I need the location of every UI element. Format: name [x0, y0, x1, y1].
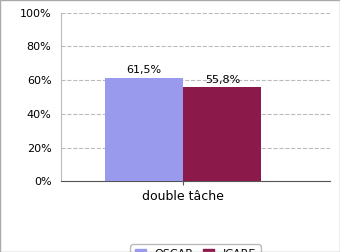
Text: 61,5%: 61,5%	[127, 65, 162, 75]
Text: 55,8%: 55,8%	[205, 75, 240, 85]
Bar	[105, 78, 183, 181]
Legend: OSCAR, ICARE: OSCAR, ICARE	[131, 244, 260, 252]
Bar	[183, 87, 261, 181]
